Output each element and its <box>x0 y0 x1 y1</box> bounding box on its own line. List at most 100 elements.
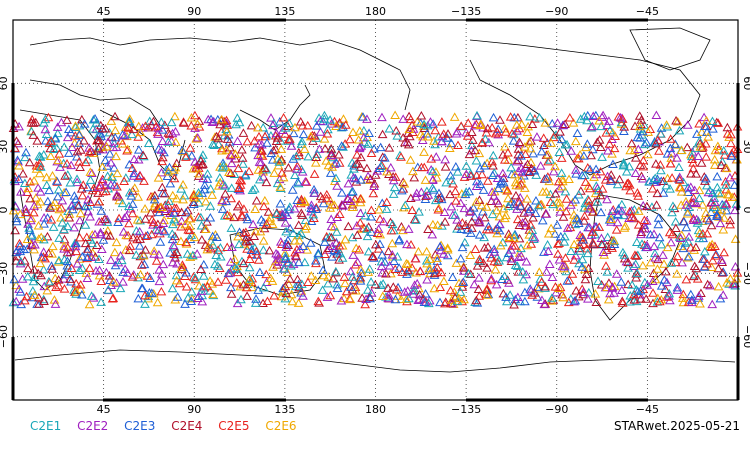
observation-marker <box>525 143 536 153</box>
observation-marker <box>202 174 213 183</box>
observation-marker <box>327 162 338 171</box>
observation-marker <box>637 174 648 183</box>
observation-marker <box>400 200 411 209</box>
observation-marker <box>32 136 43 145</box>
observation-marker <box>564 275 575 285</box>
observation-marker <box>114 195 125 205</box>
observation-marker <box>632 188 643 197</box>
observation-marker <box>189 232 200 242</box>
observation-marker <box>579 211 590 220</box>
observation-marker <box>118 267 128 276</box>
observation-marker <box>557 289 568 299</box>
observation-marker <box>298 129 309 139</box>
observation-marker <box>527 290 538 299</box>
observation-marker <box>430 125 441 135</box>
observation-marker <box>140 214 151 223</box>
observation-marker <box>385 217 396 227</box>
observation-marker <box>200 196 211 206</box>
observation-marker <box>569 210 579 219</box>
observation-marker <box>326 221 337 231</box>
observation-marker <box>31 161 42 170</box>
observation-marker <box>129 183 140 192</box>
observation-marker <box>678 289 689 299</box>
observation-marker <box>464 149 475 159</box>
observation-marker <box>215 177 226 187</box>
observation-marker <box>566 146 577 155</box>
observation-marker <box>605 288 615 298</box>
observation-marker <box>33 183 43 192</box>
observation-marker <box>153 144 164 153</box>
observation-marker <box>293 220 304 229</box>
observation-marker <box>373 224 384 233</box>
observation-marker <box>573 291 584 301</box>
observation-marker <box>261 269 272 279</box>
observation-marker <box>712 211 722 220</box>
observation-marker <box>677 257 687 267</box>
observation-marker <box>541 209 552 218</box>
observation-marker <box>192 133 203 142</box>
observation-marker <box>39 281 50 291</box>
observation-marker <box>133 121 144 131</box>
observation-marker <box>202 169 213 178</box>
observation-marker <box>238 279 249 289</box>
observation-marker <box>280 281 291 291</box>
observation-marker <box>717 268 728 277</box>
observation-marker <box>672 251 683 261</box>
observation-marker <box>207 117 218 126</box>
observation-marker <box>435 297 445 307</box>
observation-marker <box>718 267 729 276</box>
observation-marker <box>71 151 82 161</box>
observation-marker <box>154 249 164 259</box>
observation-marker <box>355 272 366 282</box>
observation-marker <box>506 254 517 263</box>
observation-marker <box>271 248 281 258</box>
observation-marker <box>466 127 477 136</box>
observation-marker <box>493 183 504 193</box>
observation-marker <box>479 212 490 222</box>
observation-marker <box>235 175 245 185</box>
observation-marker <box>432 220 443 229</box>
observation-marker <box>229 254 240 263</box>
observation-marker <box>112 168 123 178</box>
observation-marker <box>172 292 183 301</box>
observation-marker <box>450 210 461 219</box>
observation-marker <box>422 275 432 284</box>
observation-marker <box>323 278 333 288</box>
observation-marker <box>191 134 202 143</box>
observation-marker <box>38 264 49 274</box>
observation-marker <box>306 271 317 280</box>
observation-marker <box>198 271 209 280</box>
observation-marker <box>222 210 233 219</box>
observation-marker <box>545 155 556 164</box>
observation-marker <box>502 185 513 195</box>
observation-marker <box>469 212 480 221</box>
observation-marker <box>701 115 712 125</box>
observation-marker <box>276 144 287 153</box>
observation-marker <box>232 261 242 271</box>
observation-marker <box>625 185 636 195</box>
lon-tick-label: 90 <box>187 403 201 416</box>
observation-marker <box>294 235 305 245</box>
observation-marker <box>511 120 522 129</box>
observation-marker <box>311 133 322 142</box>
observation-marker <box>159 226 170 236</box>
observation-marker <box>522 240 533 250</box>
observation-marker <box>94 265 105 274</box>
observation-marker <box>719 200 729 210</box>
observation-marker <box>170 252 180 262</box>
lon-ticks-top: 45 90 135 180 −135 −90 −45 <box>97 5 659 18</box>
observation-marker <box>62 170 73 179</box>
observation-marker <box>321 189 332 199</box>
observation-marker <box>261 219 272 228</box>
observation-marker <box>685 242 696 252</box>
observation-marker <box>171 193 182 203</box>
observation-marker <box>190 123 200 132</box>
observation-marker <box>180 299 190 308</box>
observation-marker <box>667 173 677 182</box>
observation-marker <box>157 152 168 162</box>
observation-marker <box>264 245 275 255</box>
observation-marker <box>158 259 169 269</box>
observation-marker <box>119 131 130 140</box>
observation-marker <box>511 190 521 200</box>
observation-marker <box>319 110 330 120</box>
